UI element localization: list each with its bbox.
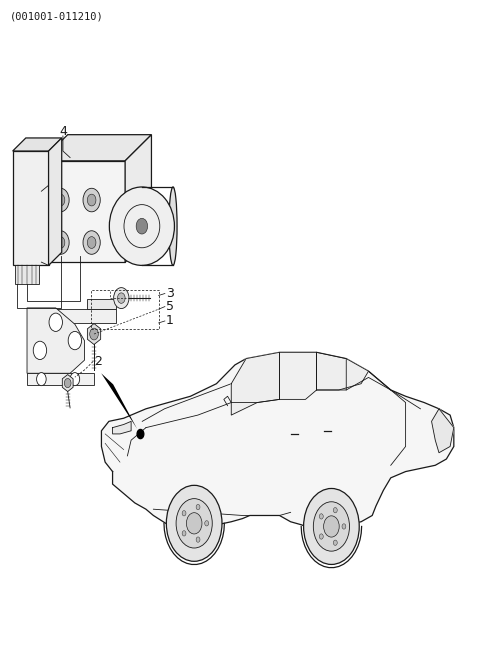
Circle shape: [196, 504, 200, 510]
Polygon shape: [41, 161, 125, 262]
Circle shape: [33, 341, 47, 360]
Text: 5: 5: [166, 300, 174, 313]
Polygon shape: [125, 135, 152, 262]
Circle shape: [186, 513, 202, 534]
Circle shape: [36, 373, 46, 386]
Polygon shape: [12, 138, 62, 151]
Polygon shape: [317, 352, 346, 390]
Circle shape: [342, 524, 346, 529]
Text: 1: 1: [166, 314, 174, 328]
Polygon shape: [101, 352, 454, 528]
Circle shape: [176, 498, 212, 548]
Circle shape: [319, 514, 323, 519]
Polygon shape: [317, 352, 369, 390]
Polygon shape: [27, 308, 84, 373]
Ellipse shape: [109, 187, 174, 265]
Text: (001001-011210): (001001-011210): [10, 12, 104, 22]
Text: 2: 2: [94, 355, 102, 368]
Polygon shape: [87, 299, 116, 309]
Circle shape: [205, 521, 209, 526]
Circle shape: [87, 194, 96, 206]
Ellipse shape: [169, 187, 177, 265]
Circle shape: [333, 508, 337, 513]
Circle shape: [56, 236, 65, 248]
Polygon shape: [87, 324, 101, 345]
Polygon shape: [101, 373, 137, 429]
Polygon shape: [62, 375, 73, 392]
Polygon shape: [41, 135, 152, 161]
Circle shape: [118, 293, 125, 303]
Circle shape: [87, 236, 96, 248]
Circle shape: [167, 485, 222, 561]
Polygon shape: [27, 309, 116, 323]
Circle shape: [182, 531, 186, 536]
Circle shape: [303, 489, 359, 565]
Circle shape: [313, 502, 349, 551]
Polygon shape: [27, 373, 94, 385]
Polygon shape: [231, 352, 279, 415]
Text: 3: 3: [166, 287, 174, 300]
Text: 4: 4: [59, 125, 67, 138]
Circle shape: [68, 331, 82, 350]
Circle shape: [196, 537, 200, 542]
Circle shape: [56, 194, 65, 206]
Circle shape: [333, 540, 337, 546]
Polygon shape: [279, 352, 317, 400]
Polygon shape: [48, 138, 62, 265]
Circle shape: [64, 379, 71, 388]
Circle shape: [114, 288, 129, 309]
Circle shape: [90, 328, 98, 340]
Circle shape: [49, 313, 62, 331]
Circle shape: [319, 534, 323, 539]
Circle shape: [324, 516, 339, 537]
Circle shape: [52, 188, 69, 212]
Circle shape: [83, 231, 100, 254]
Polygon shape: [432, 409, 454, 453]
Circle shape: [83, 188, 100, 212]
Polygon shape: [113, 421, 131, 434]
Circle shape: [70, 373, 80, 386]
Polygon shape: [15, 265, 39, 284]
Circle shape: [137, 430, 144, 439]
Circle shape: [52, 231, 69, 254]
Circle shape: [182, 511, 186, 516]
Circle shape: [136, 218, 148, 234]
Polygon shape: [12, 151, 48, 265]
